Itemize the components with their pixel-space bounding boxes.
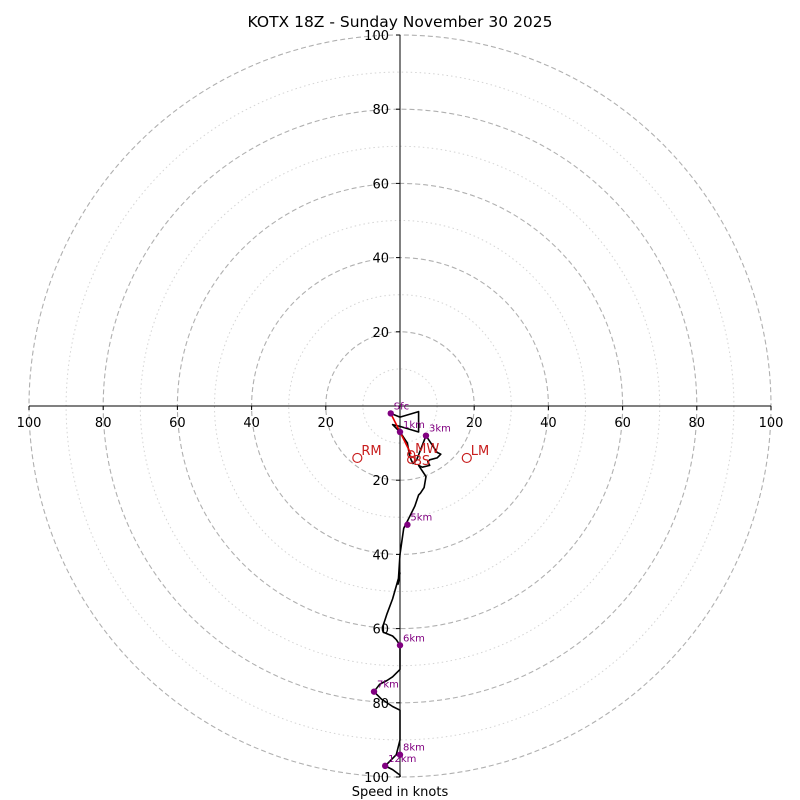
x-tick-label: 100 (17, 416, 42, 431)
wind-profile-line (373, 410, 442, 777)
height-marker-point (396, 428, 404, 436)
y-tick-label: 20 (372, 474, 389, 489)
y-tick-label: 60 (372, 623, 389, 638)
chart-title: KOTX 18Z - Sunday November 30 2025 (248, 13, 553, 31)
height-marker-point (396, 751, 404, 758)
height-marker-label: 8km (403, 743, 425, 754)
height-marker-point (387, 410, 394, 417)
x-tick-label: 20 (318, 416, 335, 431)
height-marker-point (396, 642, 404, 649)
y-tick-label: 40 (372, 252, 389, 267)
height-marker-label: 5km (410, 513, 432, 524)
height-marker-label: Sfc (394, 401, 409, 412)
y-tick-label: 100 (364, 29, 389, 44)
storm-motion-label: RM (361, 444, 381, 459)
height-marker-label: 3km (429, 424, 451, 435)
height-marker-point (381, 762, 389, 770)
height-marker-point (404, 521, 411, 528)
storm-motion-label: LM (471, 444, 489, 459)
height-marker-label: 6km (403, 633, 425, 644)
height-marker-label: 7km (377, 680, 399, 691)
height-marker-label: 12km (388, 754, 416, 765)
tick-labels: 100 80 60 40 20 20 40 60 80 100 100 80 60 40 20 20 40 60 8… (17, 29, 784, 786)
storm-motion-point (407, 455, 416, 464)
y-tick-label: 40 (372, 548, 389, 563)
height-marker-point (370, 688, 378, 695)
x-tick-label: 60 (169, 416, 186, 431)
x-axis-label: Speed in knots (352, 785, 449, 800)
x-tick-label: 40 (540, 416, 557, 431)
x-tick-label: 100 (759, 416, 784, 431)
y-tick-label: 60 (372, 177, 389, 192)
x-tick-label: 40 (243, 416, 260, 431)
storm-motion-label: BS (413, 454, 430, 469)
storm-motion-label: MW (415, 442, 439, 457)
wind-profile (373, 410, 442, 777)
y-tick-label: 100 (364, 771, 389, 786)
storm-motion-point (352, 452, 363, 464)
x-tick-label: 80 (95, 416, 112, 431)
height-marker-label: 1km (403, 420, 425, 431)
x-tick-label: 80 (689, 416, 706, 431)
x-tick-label: 60 (614, 416, 631, 431)
storm-motion-point (407, 450, 416, 459)
height-marker-point (422, 432, 430, 439)
storm-motion-point (461, 452, 472, 464)
x-tick-label: 20 (466, 416, 483, 431)
y-tick-label: 20 (372, 326, 389, 341)
y-tick-label: 80 (372, 103, 389, 118)
